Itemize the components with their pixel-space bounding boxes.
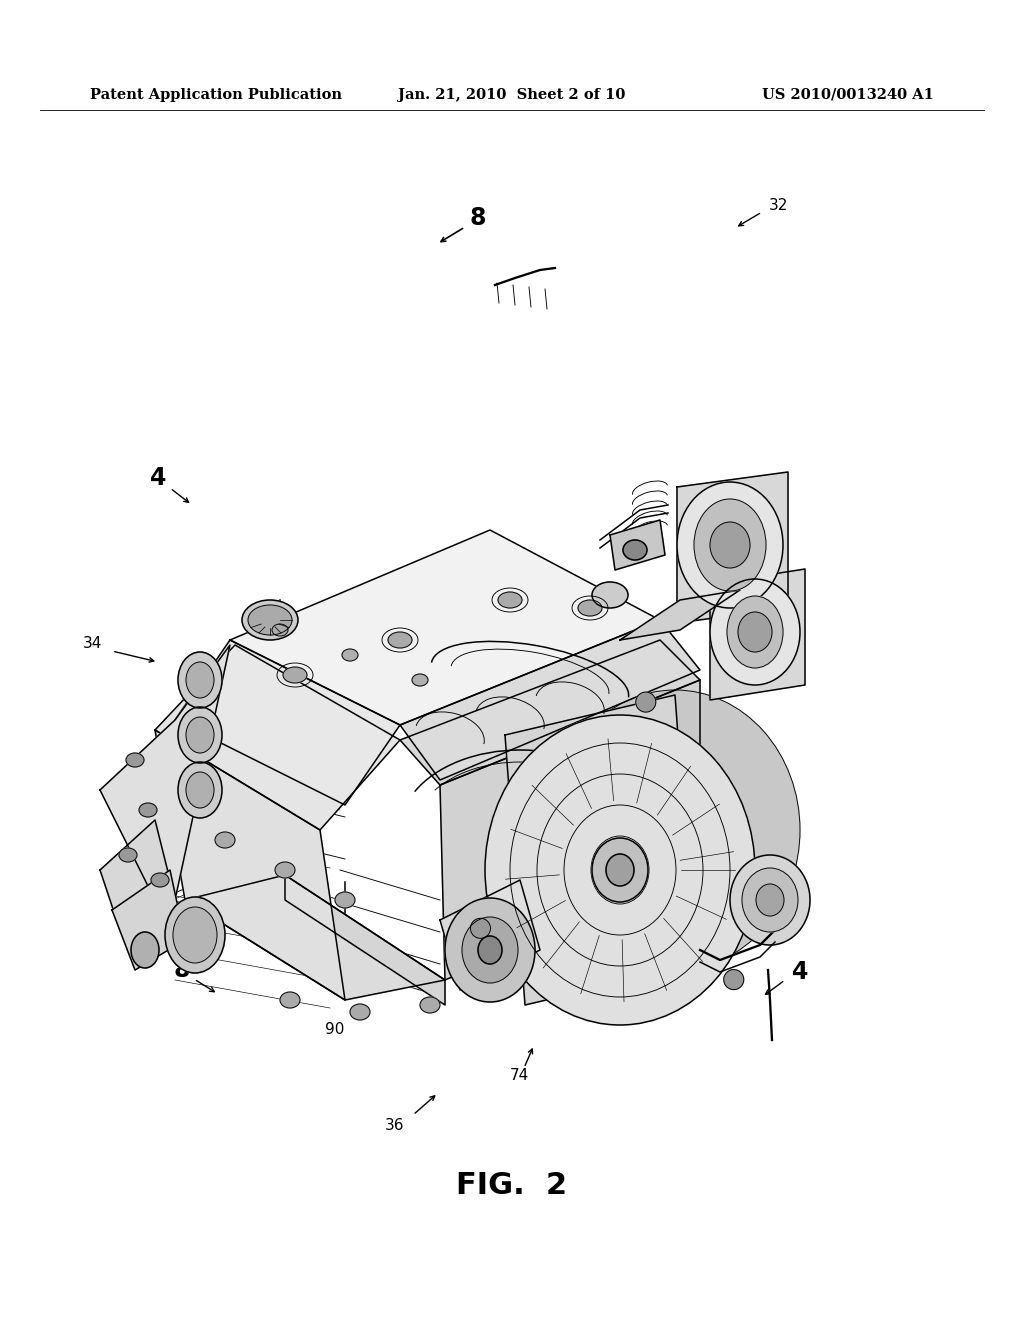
Polygon shape	[710, 569, 805, 700]
Text: 4: 4	[792, 960, 808, 983]
Text: 4: 4	[150, 466, 166, 490]
Ellipse shape	[710, 521, 750, 568]
Text: 34: 34	[83, 636, 102, 652]
Ellipse shape	[186, 717, 214, 752]
Ellipse shape	[280, 993, 300, 1008]
Ellipse shape	[694, 499, 766, 591]
Polygon shape	[100, 820, 175, 931]
Ellipse shape	[420, 997, 440, 1012]
Ellipse shape	[636, 692, 655, 711]
Ellipse shape	[248, 605, 292, 635]
Polygon shape	[505, 696, 695, 1005]
Ellipse shape	[738, 612, 772, 652]
Ellipse shape	[742, 869, 798, 932]
Ellipse shape	[173, 907, 217, 964]
Text: 74: 74	[509, 1068, 528, 1082]
Text: US 2010/0013240 A1: US 2010/0013240 A1	[762, 88, 934, 102]
Polygon shape	[620, 590, 740, 640]
Ellipse shape	[485, 715, 755, 1026]
Ellipse shape	[445, 898, 535, 1002]
Ellipse shape	[139, 803, 157, 817]
Ellipse shape	[126, 752, 144, 767]
Ellipse shape	[498, 591, 522, 609]
Polygon shape	[400, 620, 700, 780]
Polygon shape	[677, 473, 788, 623]
Ellipse shape	[412, 675, 428, 686]
Ellipse shape	[350, 1005, 370, 1020]
Ellipse shape	[724, 970, 743, 990]
Ellipse shape	[592, 582, 628, 609]
Ellipse shape	[578, 601, 602, 616]
Polygon shape	[230, 531, 660, 725]
Ellipse shape	[178, 708, 222, 763]
Ellipse shape	[186, 663, 214, 698]
Ellipse shape	[756, 884, 784, 916]
Text: FIG.  2: FIG. 2	[457, 1171, 567, 1200]
Ellipse shape	[710, 579, 800, 685]
Text: 57: 57	[658, 689, 678, 705]
Polygon shape	[100, 645, 230, 900]
Text: 8: 8	[174, 958, 190, 982]
Ellipse shape	[388, 632, 412, 648]
Text: 32: 32	[768, 198, 787, 213]
Ellipse shape	[606, 854, 634, 886]
Text: Patent Application Publication: Patent Application Publication	[90, 88, 342, 102]
Ellipse shape	[335, 892, 355, 908]
Ellipse shape	[178, 762, 222, 818]
Ellipse shape	[677, 482, 783, 609]
Text: Jan. 21, 2010  Sheet 2 of 10: Jan. 21, 2010 Sheet 2 of 10	[398, 88, 626, 102]
Polygon shape	[175, 640, 400, 805]
Text: 8: 8	[470, 206, 486, 230]
Ellipse shape	[283, 667, 307, 682]
Ellipse shape	[131, 932, 159, 968]
Polygon shape	[185, 875, 445, 1001]
Ellipse shape	[727, 597, 783, 668]
Ellipse shape	[215, 832, 234, 847]
Polygon shape	[440, 680, 700, 979]
Ellipse shape	[186, 772, 214, 808]
Polygon shape	[285, 875, 445, 1005]
Ellipse shape	[178, 652, 222, 708]
Ellipse shape	[275, 862, 295, 878]
Polygon shape	[112, 870, 185, 970]
Ellipse shape	[730, 855, 810, 945]
Ellipse shape	[165, 898, 225, 973]
Text: 36: 36	[385, 1118, 404, 1133]
Text: 90: 90	[326, 1023, 345, 1038]
Ellipse shape	[470, 919, 490, 939]
Polygon shape	[610, 520, 665, 570]
Text: 108: 108	[657, 713, 686, 727]
Ellipse shape	[342, 649, 358, 661]
Ellipse shape	[272, 624, 288, 636]
Polygon shape	[155, 645, 400, 830]
Ellipse shape	[242, 601, 298, 640]
Ellipse shape	[478, 936, 502, 964]
Ellipse shape	[462, 917, 518, 983]
Polygon shape	[155, 730, 345, 1001]
Ellipse shape	[550, 690, 800, 970]
Polygon shape	[400, 640, 700, 785]
Ellipse shape	[592, 838, 648, 902]
Ellipse shape	[623, 540, 647, 560]
Ellipse shape	[151, 873, 169, 887]
Polygon shape	[440, 880, 540, 990]
Ellipse shape	[119, 847, 137, 862]
